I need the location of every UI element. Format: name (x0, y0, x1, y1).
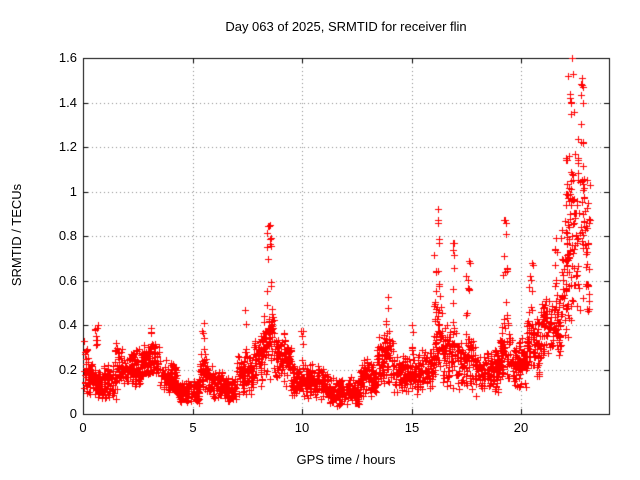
y-tick-label: 0.4 (58, 317, 77, 332)
x-tick-label: 15 (404, 420, 420, 435)
x-tick-label: 10 (294, 420, 310, 435)
y-tick-label: 0.8 (58, 228, 77, 243)
x-tick-label: 20 (513, 420, 529, 435)
y-tick-label: 0 (69, 406, 77, 421)
x-tick-label: 5 (189, 420, 197, 435)
y-tick-label: 1.4 (58, 95, 77, 110)
x-axis-label: GPS time / hours (296, 452, 396, 467)
y-tick-label: 1 (69, 184, 77, 199)
chart-title: Day 063 of 2025, SRMTID for receiver fli… (225, 19, 467, 34)
y-tick-label: 1.2 (58, 139, 77, 154)
y-tick-label: 0.2 (58, 362, 77, 377)
y-tick-label: 0.6 (58, 273, 77, 288)
x-tick-label: 0 (79, 420, 87, 435)
y-tick-label: 1.6 (58, 50, 77, 65)
